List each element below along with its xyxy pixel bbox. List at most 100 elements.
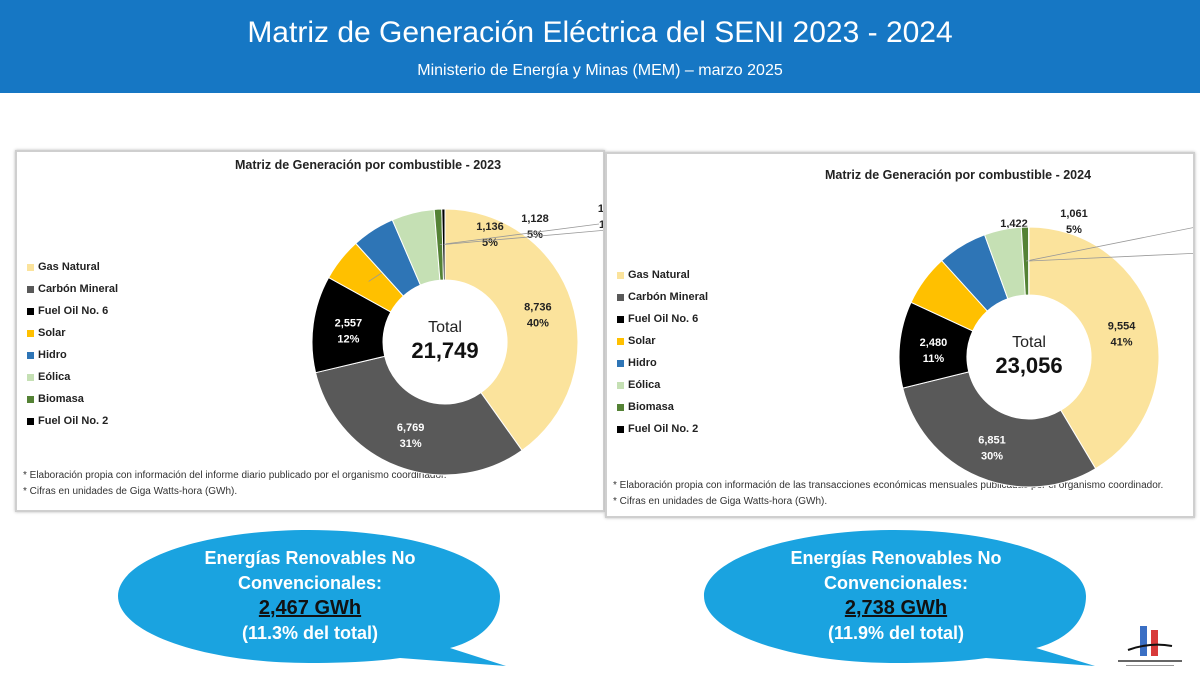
slice-value-label: 198	[598, 203, 603, 215]
slide-subtitle: Ministerio de Energía y Minas (MEM) – ma…	[417, 62, 783, 79]
callout-2024: Energías Renovables No Convencionales: 2…	[736, 546, 1056, 646]
slice-percent-label: 30%	[981, 451, 1003, 463]
chart-footnote: * Elaboración propia con información del…	[23, 470, 447, 481]
legend-label: Gas Natural	[38, 261, 100, 273]
donut-slice-carb-n-mineral	[902, 371, 1097, 488]
slice-value-label: 2,557	[335, 318, 363, 330]
legend-label: Biomasa	[38, 393, 84, 405]
legend-label: Solar	[38, 327, 66, 339]
chart-footnote: * Elaboración propia con información de …	[613, 480, 1164, 491]
chart-legend: Gas Natural Carbón Mineral Fuel Oil No. 6 S…	[617, 264, 708, 440]
legend-label: Eólica	[628, 379, 661, 391]
donut-chart: 9,55441%6,85130%2,48011%1,4706%1,4226%1,…	[898, 208, 1193, 488]
chart-footnote: * Cifras en unidades de Giga Watts-hora …	[23, 486, 238, 497]
slide-title: Matriz de Generación Eléctrica del SENI …	[247, 16, 953, 49]
legend-label: Biomasa	[628, 401, 674, 413]
legend-swatch	[617, 381, 624, 389]
legend-swatch	[617, 425, 624, 433]
slice-percent-label: 1%	[599, 219, 603, 231]
legend-label: Fuel Oil No. 2	[628, 423, 699, 435]
legend-item: Gas Natural	[617, 264, 708, 286]
chart-panel-2024: Matriz de Generación por combustible - 2…	[605, 152, 1195, 518]
leader-line	[1028, 252, 1193, 262]
legend-item: Solar	[27, 322, 118, 344]
legend-swatch	[617, 315, 624, 323]
legend-swatch	[617, 271, 624, 279]
legend-swatch	[27, 307, 34, 315]
callout-value: 2,467 GWh	[258, 597, 362, 619]
slice-value-label: 6,769	[397, 422, 425, 434]
legend-swatch	[27, 417, 34, 425]
legend-item: Biomasa	[27, 388, 118, 410]
callout-2023: Energías Renovables No Convencionales: 2…	[150, 546, 470, 646]
legend-label: Fuel Oil No. 6	[38, 305, 109, 317]
callout-line1: Energías Renovables No	[204, 548, 416, 568]
legend-item: Fuel Oil No. 6	[27, 300, 118, 322]
center-label: Total	[1012, 334, 1046, 351]
legend-label: Hidro	[628, 357, 657, 369]
donut-slice-carb-n-mineral	[314, 355, 523, 476]
leader-line	[439, 223, 600, 246]
slice-value-label: 8,736	[524, 301, 552, 313]
legend-swatch	[617, 359, 624, 367]
slice-percent-label: 5%	[1066, 224, 1082, 236]
legend-item: Fuel Oil No. 2	[27, 410, 118, 432]
legend-swatch	[617, 403, 624, 411]
legend-item: Hidro	[617, 352, 708, 374]
legend-item: Carbón Mineral	[27, 278, 118, 300]
chart-panel-2023: Matriz de Generación por combustible - 2…	[15, 150, 605, 512]
center-total: 23,056	[995, 353, 1062, 378]
legend-item: Solar	[617, 330, 708, 352]
legend-swatch	[617, 293, 624, 301]
slice-percent-label: 31%	[400, 438, 422, 450]
callout-value: 2,738 GWh	[844, 597, 948, 619]
legend-item: Hidro	[27, 344, 118, 366]
legend-item: Biomasa	[617, 396, 708, 418]
legend-item: Eólica	[617, 374, 708, 396]
callout-line2: Convencionales:	[823, 573, 969, 593]
legend-label: Eólica	[38, 371, 71, 383]
legend-item: Eólica	[27, 366, 118, 388]
legend-label: Hidro	[38, 349, 67, 361]
chart-footnote: * Cifras en unidades de Giga Watts-hora …	[613, 496, 828, 507]
center-label: Total	[428, 319, 462, 336]
center-total: 21,749	[411, 338, 478, 363]
legend-label: Solar	[628, 335, 656, 347]
slice-value-label: 1,136	[476, 221, 504, 233]
legend-swatch	[27, 329, 34, 337]
slice-percent-label: 5%	[527, 229, 543, 241]
slice-percent-label: 11%	[923, 353, 945, 365]
slice-percent-label: 40%	[527, 317, 549, 329]
chart-title: Matriz de Generación por combustible - 2…	[235, 158, 502, 172]
header-banner: Matriz de Generación Eléctrica del SENI …	[0, 0, 1200, 93]
slice-percent-label: 12%	[337, 334, 359, 346]
legend-swatch	[27, 373, 34, 381]
callout-line1: Energías Renovables No	[790, 548, 1002, 568]
slice-value-label: 1,061	[1060, 208, 1088, 220]
leader-line	[443, 229, 603, 245]
slice-value-label: 1,128	[521, 213, 549, 225]
legend-swatch	[27, 285, 34, 293]
company-logo	[1110, 620, 1190, 670]
legend-item: Carbón Mineral	[617, 286, 708, 308]
legend-label: Carbón Mineral	[38, 283, 119, 295]
legend-label: Gas Natural	[628, 269, 690, 281]
slice-value-label: 9,554	[1108, 320, 1136, 332]
slice-value-label: 2,480	[920, 337, 948, 349]
donut-chart: 8,73640%6,76931%2,55712%1,1405%1,1365%1,…	[311, 203, 603, 476]
donut-slice-gas-natural	[444, 208, 579, 452]
leader-line	[1025, 227, 1193, 262]
legend-label: Carbón Mineral	[628, 291, 709, 303]
legend-swatch	[617, 337, 624, 345]
callout-line2: Convencionales:	[237, 573, 383, 593]
legend-item: Gas Natural	[27, 256, 118, 278]
legend-item: Fuel Oil No. 6	[617, 308, 708, 330]
chart-title: Matriz de Generación por combustible - 2…	[825, 168, 1092, 182]
donut-slice-gas-natural	[1028, 226, 1160, 470]
slice-value-label: 6,851	[978, 435, 1006, 447]
callout-share: (11.9% del total)	[827, 623, 965, 643]
slice-percent-label: 41%	[1111, 336, 1133, 348]
legend-label: Fuel Oil No. 6	[628, 313, 699, 325]
chart-legend: Gas Natural Carbón Mineral Fuel Oil No. 6 S…	[27, 256, 118, 432]
legend-swatch	[27, 395, 34, 403]
